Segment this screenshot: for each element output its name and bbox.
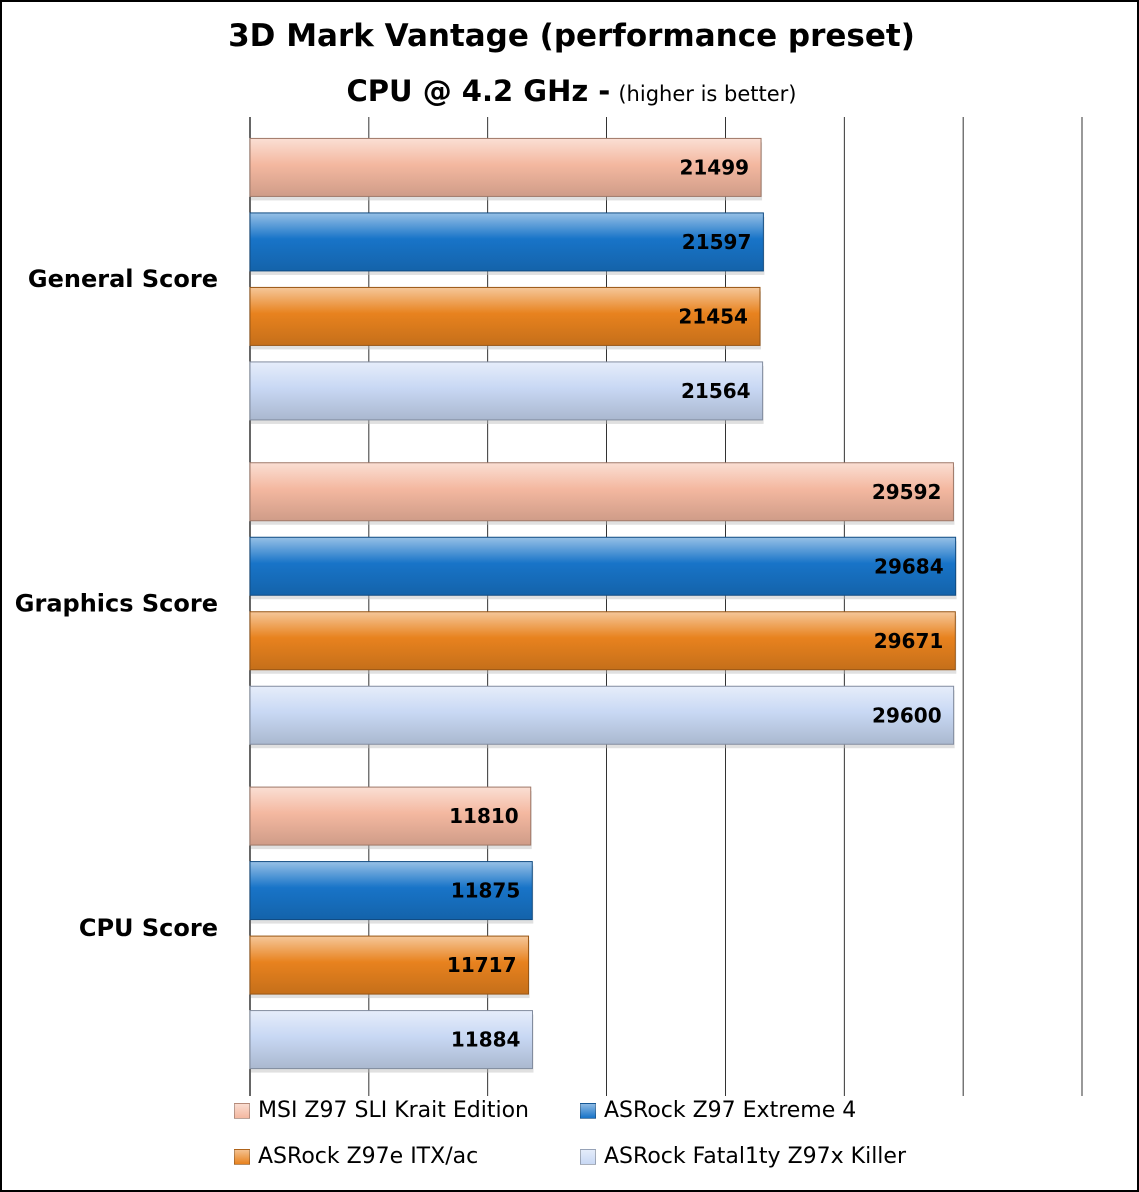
subtitle-main: CPU @ 4.2 GHz - (346, 74, 611, 108)
legend-item: ASRock Fatal1ty Z97x Killer (580, 1144, 906, 1169)
bar (249, 536, 957, 596)
bar (249, 137, 762, 197)
data-label: 29592 (872, 480, 942, 504)
category-label: General Score (28, 265, 218, 293)
category-label: CPU Score (79, 914, 218, 942)
bar (249, 286, 761, 346)
bar (249, 611, 956, 671)
data-label: 21597 (682, 230, 752, 254)
category-labels: General Score Graphics Score CPU Score (15, 265, 218, 942)
legend-item: MSI Z97 SLI Krait Edition (234, 1098, 529, 1123)
legend-item: ASRock Z97 Extreme 4 (580, 1098, 856, 1123)
legend-swatch (580, 1102, 596, 1119)
data-label: 11717 (447, 953, 517, 977)
data-label: 29684 (874, 554, 944, 578)
legend: MSI Z97 SLI Krait Edition ASRock Z97 Extr… (234, 1092, 994, 1182)
bar (249, 861, 533, 921)
bars: 21499 21597 21454 21564 29592 29684 29671 29600… (249, 137, 957, 1073)
bar (249, 212, 764, 272)
category-label: Graphics Score (15, 590, 218, 618)
subtitle-note: (higher is better) (618, 82, 797, 106)
bar (249, 1010, 533, 1070)
data-label: 11884 (451, 1028, 521, 1052)
legend-swatch (580, 1148, 596, 1165)
bar (249, 935, 530, 995)
legend-label: ASRock Fatal1ty Z97x Killer (604, 1144, 906, 1169)
data-label: 21499 (679, 155, 749, 179)
legend-item: ASRock Z97e ITX/ac (234, 1144, 478, 1169)
data-label: 11810 (449, 804, 519, 828)
bar (249, 786, 532, 846)
data-label: 21564 (681, 379, 751, 403)
data-label: 29671 (874, 629, 944, 653)
bar (249, 685, 955, 745)
gridlines (249, 117, 1083, 1096)
chart-subtitle: CPU @ 4.2 GHz - (higher is better) (2, 74, 1137, 108)
bar (249, 462, 954, 522)
legend-swatch (234, 1102, 250, 1119)
data-label: 11875 (451, 879, 521, 903)
chart-title: 3D Mark Vantage (performance preset) (228, 18, 915, 54)
bar (249, 361, 764, 421)
legend-swatch (234, 1148, 250, 1165)
legend-label: ASRock Z97e ITX/ac (258, 1144, 479, 1169)
legend-label: ASRock Z97 Extreme 4 (604, 1098, 857, 1123)
legend-label: MSI Z97 SLI Krait Edition (258, 1098, 529, 1123)
data-label: 21454 (678, 304, 748, 328)
data-label: 29600 (872, 703, 942, 727)
